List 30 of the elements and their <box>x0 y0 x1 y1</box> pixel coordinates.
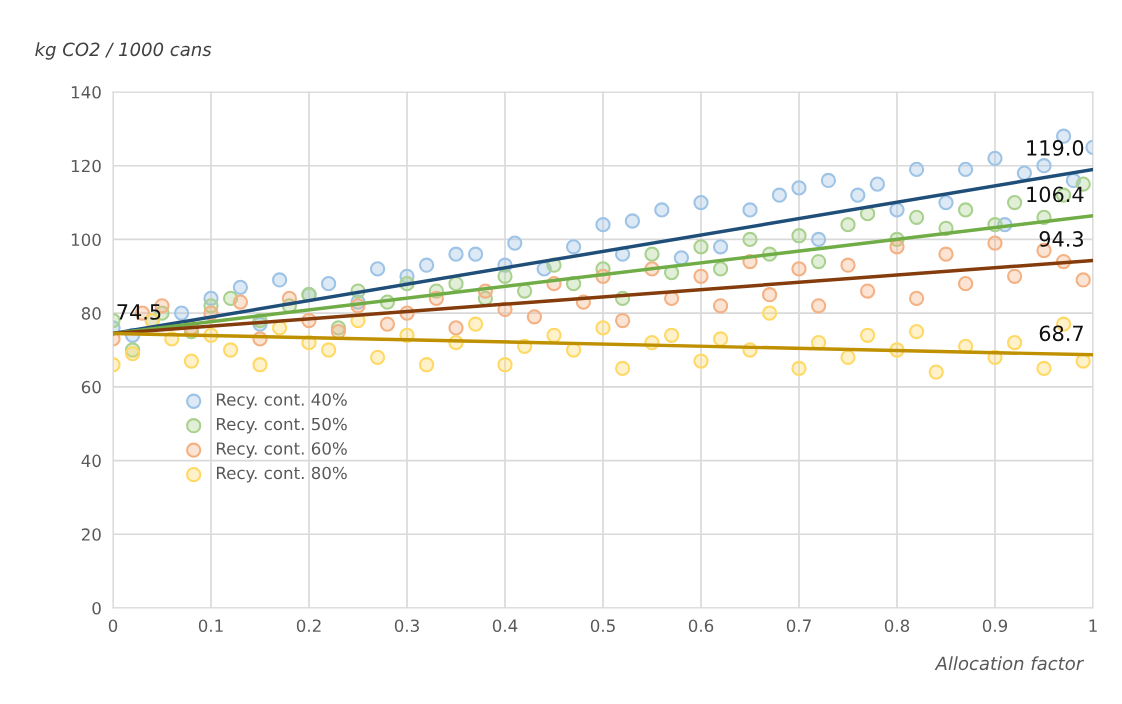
data-label: 106.4 <box>1027 186 1084 203</box>
y-tick-label: 140 <box>71 85 101 99</box>
y-tick-label: 0 <box>92 601 101 615</box>
x-tick-label: 0.6 <box>688 619 714 633</box>
x-tick-label: 0.7 <box>786 619 811 633</box>
data-label: 119.0 <box>1027 140 1084 156</box>
x-tick-label: 0 <box>108 619 118 633</box>
y-tick-label: 20 <box>81 528 101 541</box>
x-tick-label: 0.2 <box>296 619 321 633</box>
y-tick-label: 80 <box>81 307 101 320</box>
x-tick-label: 1 <box>1089 619 1097 632</box>
legend-label: Recy. cont. 50% <box>216 417 347 434</box>
x-tick-label: 0.3 <box>394 619 419 633</box>
x-tick-label: 0.9 <box>982 619 1008 633</box>
legend-label: Recy. cont. 40% <box>216 393 347 410</box>
data-label: 94.3 <box>1039 231 1083 247</box>
data-label: 74.5 <box>117 304 161 320</box>
x-tick-label: 0.4 <box>492 619 518 633</box>
x-tick-label: 0.5 <box>590 619 615 633</box>
y-tick-label: 120 <box>71 159 101 173</box>
y-axis-title: kg CO2 / 1000 cans <box>35 42 212 60</box>
data-label: 68.7 <box>1039 325 1083 342</box>
x-tick-label: 0.1 <box>198 619 223 633</box>
legend-label: Recy. cont. 60% <box>216 442 347 459</box>
x-tick-label: 0.8 <box>884 619 910 633</box>
y-tick-label: 100 <box>71 233 101 246</box>
y-tick-label: 40 <box>81 454 101 468</box>
y-tick-label: 60 <box>81 380 101 394</box>
x-axis-title: Allocation factor <box>934 656 1085 671</box>
legend-label: Recy. cont. 80% <box>216 466 347 483</box>
